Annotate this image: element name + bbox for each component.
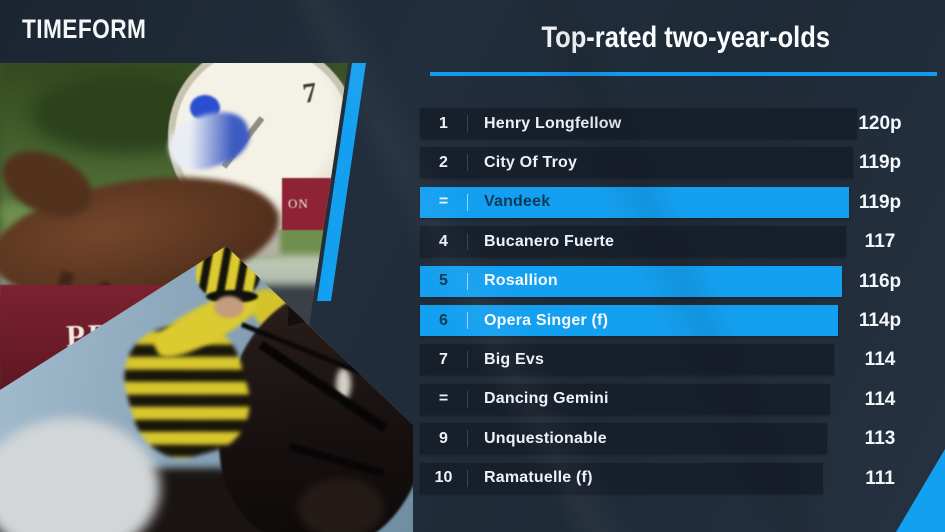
rank-cell: 7 [439,350,448,368]
rank-divider [467,390,468,408]
table-row: 4 Bucanero Fuerte 117 [420,226,945,258]
horse-name: Vandeek [484,193,551,211]
rank-cell: 10 [434,469,453,487]
rank-divider [467,312,468,329]
rank-divider [467,154,468,172]
row-box: 9 Unquestionable [420,423,827,455]
rank-cell: 1 [439,114,448,132]
row-box: = Vandeek [420,186,850,218]
page-title: Top-rated two-year-olds [541,21,831,54]
rating-value: 116p [858,270,902,292]
banner-text: ON [288,196,309,211]
row-box: 10 Ramatuelle (f) [420,462,823,494]
rating-value: 114 [864,388,896,410]
clock-numeral: 7 [300,77,320,110]
rating-value: 120p [858,113,902,134]
rating-value: 114 [864,349,896,371]
rank-cell: 5 [439,272,448,290]
row-box: = Dancing Gemini [420,383,831,415]
rating-value: 119p [858,152,902,174]
rank-cell: 9 [439,429,448,447]
row-box: 5 Rosallion [420,265,842,297]
rank-divider [467,351,468,369]
row-box: 6 Opera Singer (f) [420,305,838,336]
row-box: 2 City Of Troy [420,147,854,179]
rating-value: 113 [864,428,896,450]
table-row: 5 Rosallion 116p [420,265,945,297]
table-row: 7 Big Evs 114 [420,344,945,376]
rank-cell: 4 [439,232,448,250]
horse-muzzle [298,478,384,532]
rank-cell: = [438,390,449,408]
rank-divider [467,193,468,211]
jockey-face [214,296,244,318]
table-row: 10 Ramatuelle (f) 111 [420,462,945,494]
timeform-logo: TIMEFORM [22,14,147,44]
horse-name: Dancing Gemini [484,390,609,408]
red-banner: ON [282,178,334,230]
rank-divider [467,233,468,251]
rank-divider [467,115,468,132]
jockey-white-breeches [0,418,160,532]
table-row: 6 Opera Singer (f) 114p [420,305,945,336]
row-box: 7 Big Evs [420,344,835,376]
rank-divider [467,469,468,487]
table-row: 1 Henry Longfellow 120p [420,108,945,139]
horse-name: Ramatuelle (f) [484,469,593,487]
rating-value: 117 [864,231,896,253]
table-row: 2 City Of Troy 119p [420,147,945,179]
title-underline [430,72,937,76]
rating-value: 114p [858,310,902,331]
rank-cell: 2 [439,153,448,171]
table-row: = Vandeek 119p [420,186,945,218]
row-box: 1 Henry Longfellow [420,108,857,139]
row-box: 4 Bucanero Fuerte [420,226,846,258]
rank-cell: = [438,193,449,211]
horse-name: Opera Singer (f) [484,311,609,329]
horse-name: Unquestionable [484,429,607,447]
horse-name: City Of Troy [484,153,578,171]
rank-cell: 6 [439,311,448,329]
rating-value: 119p [858,191,902,213]
horse-name: Bucanero Fuerte [484,232,615,250]
horse-name: Rosallion [484,272,558,290]
rank-divider [467,272,468,290]
horse-name: Big Evs [484,350,545,368]
table-row: = Dancing Gemini 114 [420,383,945,415]
rating-value: 111 [865,467,895,489]
table-row: 9 Unquestionable 113 [420,423,945,455]
rank-divider [467,430,468,448]
horse-name: Henry Longfellow [484,114,622,132]
